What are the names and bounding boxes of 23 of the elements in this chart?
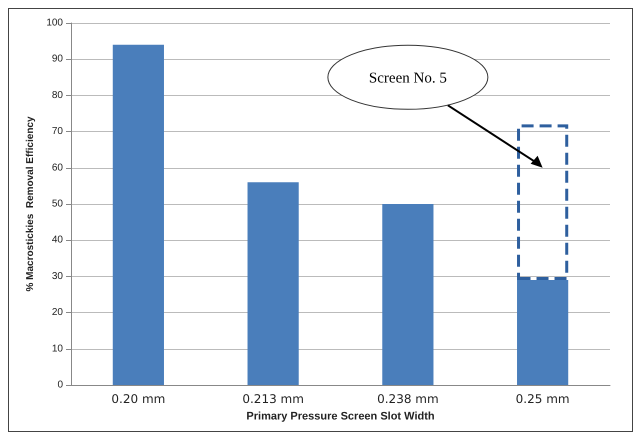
y-tick-label: 80 bbox=[52, 90, 64, 101]
y-tick-label: 0 bbox=[57, 380, 64, 390]
y-tick-label: 90 bbox=[52, 54, 64, 65]
y-tick-label: 30 bbox=[52, 270, 64, 282]
y-tick-label: 50 bbox=[52, 198, 64, 210]
x-tick-label: 0.25 mm bbox=[516, 392, 570, 406]
bar bbox=[517, 280, 568, 385]
y-tick-label: 20 bbox=[52, 307, 64, 318]
y-tick-label: 100 bbox=[46, 18, 64, 28]
x-axis-title: Primary Pressure Screen Slot Width bbox=[246, 410, 435, 422]
x-tick-label: 0.238 mm bbox=[377, 392, 439, 406]
x-tick-label: 0.20 mm bbox=[111, 392, 166, 406]
y-tick-label: 70 bbox=[52, 126, 64, 138]
annotation: Screen No. 5 bbox=[368, 70, 447, 86]
bar bbox=[248, 182, 299, 385]
y-tick-label: 40 bbox=[52, 234, 64, 246]
y-tick-label: 10 bbox=[52, 343, 64, 354]
x-tick-label: 0.213 mm bbox=[242, 392, 304, 406]
y-tick-label: 60 bbox=[52, 162, 64, 174]
bar bbox=[382, 204, 434, 385]
y-axis-title: % Macrostickies Removal Efficiency bbox=[24, 116, 36, 292]
bar bbox=[112, 44, 164, 385]
bar bbox=[517, 124, 568, 280]
